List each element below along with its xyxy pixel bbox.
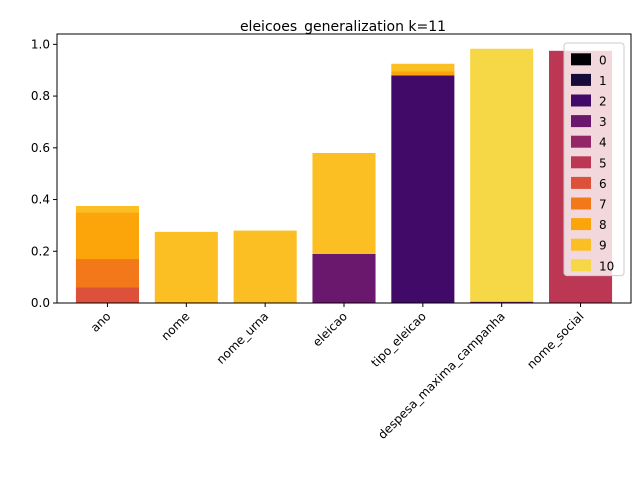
legend-swatch-3 bbox=[571, 115, 591, 128]
bar-despesa_maxima_campanha-series-10 bbox=[470, 48, 534, 302]
legend-label-6: 6 bbox=[599, 177, 607, 191]
legend-label-9: 9 bbox=[599, 239, 607, 253]
plot-frame bbox=[56, 33, 632, 304]
x-tick-label-nome_urna: nome_urna bbox=[214, 309, 271, 366]
x-tick-label-nome_social: nome_social bbox=[524, 309, 586, 371]
bar-tipo_eleicao-series-8 bbox=[391, 71, 455, 76]
legend-swatch-2 bbox=[571, 94, 591, 107]
legend-label-7: 7 bbox=[599, 198, 607, 212]
x-tick-label-tipo_eleicao: tipo_eleicao bbox=[368, 309, 429, 370]
bar-eleicao-series-9 bbox=[312, 152, 376, 254]
legend-label-5: 5 bbox=[599, 156, 607, 170]
y-tick-label: 0.8 bbox=[31, 89, 50, 103]
bar-tipo_eleicao-series-2 bbox=[391, 75, 455, 303]
x-tick-label-nome: nome bbox=[158, 309, 192, 343]
bar-eleicao-series-3 bbox=[312, 253, 376, 303]
y-axis: 0.0 0.2 0.4 0.6 0.8 1.0 bbox=[31, 37, 57, 310]
legend-swatch-7 bbox=[571, 197, 591, 210]
x-axis: ano nome nome_urna eleicao tipo_eleicaodespe… bbox=[88, 303, 587, 442]
chart-title: eleicoes_generalization k=11 bbox=[240, 19, 446, 35]
legend-label-4: 4 bbox=[599, 136, 607, 150]
y-tick-label: 0.0 bbox=[31, 296, 50, 310]
legend-swatch-10 bbox=[571, 259, 591, 272]
legend-label-3: 3 bbox=[599, 115, 607, 129]
bar-tipo_eleicao-series-9 bbox=[391, 63, 455, 72]
bars-group bbox=[75, 48, 613, 303]
bar-ano-series-6 bbox=[75, 287, 139, 303]
bar-nome-series-8 bbox=[154, 301, 218, 303]
x-tick-label-ano: ano bbox=[88, 309, 114, 335]
legend-label-2: 2 bbox=[599, 95, 607, 109]
bar-ano-series-8 bbox=[75, 212, 139, 260]
legend-label-1: 1 bbox=[599, 74, 607, 88]
legend-swatch-5 bbox=[571, 156, 591, 169]
legend-label-0: 0 bbox=[599, 53, 607, 67]
legend-swatch-9 bbox=[571, 238, 591, 251]
legend-swatch-0 bbox=[571, 53, 591, 66]
y-tick-label: 1.0 bbox=[31, 37, 50, 51]
y-tick-label: 0.2 bbox=[31, 244, 50, 258]
x-tick-label-eleicao: eleicao bbox=[310, 309, 350, 349]
bar-nome_urna-series-9 bbox=[233, 230, 297, 303]
x-tick-label-despesa_maxima_campanha: despesa_maxima_campanha bbox=[375, 309, 508, 442]
legend-label-10: 10 bbox=[599, 259, 614, 273]
y-tick-label: 0.4 bbox=[31, 193, 50, 207]
legend-swatch-8 bbox=[571, 218, 591, 231]
legend-swatch-1 bbox=[571, 73, 591, 86]
bar-ano-series-7 bbox=[75, 259, 139, 288]
bar-ano-series-9 bbox=[75, 206, 139, 213]
bar-nome-series-9 bbox=[154, 231, 218, 302]
legend-swatch-6 bbox=[571, 176, 591, 189]
bar-despesa_maxima_campanha-series-3 bbox=[470, 301, 534, 303]
legend-label-8: 8 bbox=[599, 218, 607, 232]
y-tick-label: 0.6 bbox=[31, 141, 50, 155]
legend-swatch-4 bbox=[571, 135, 591, 148]
legend: 0 1 2 3 4 5 6 7 8 9 10 bbox=[563, 42, 625, 277]
